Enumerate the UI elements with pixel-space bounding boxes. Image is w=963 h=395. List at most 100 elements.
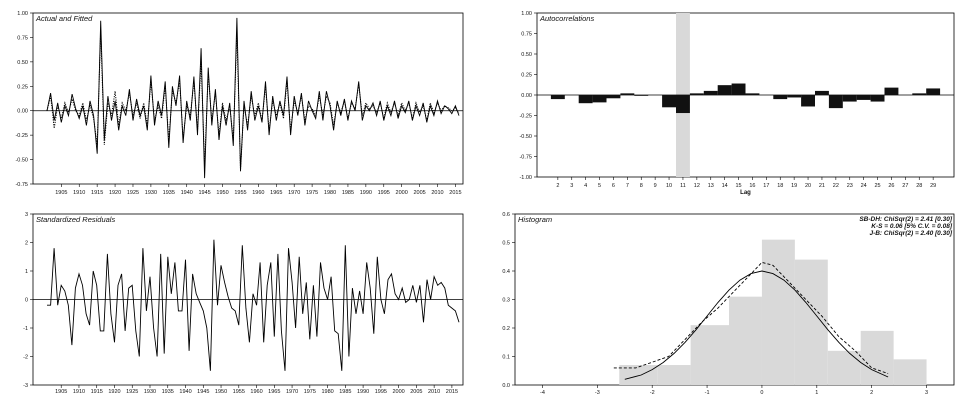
standardized-residuals-x-tick-label: 1945 xyxy=(197,389,209,395)
standardized-residuals-x-tick-label: 1910 xyxy=(73,389,85,395)
actual-fitted-x-tick-label: 1905 xyxy=(55,190,67,196)
actual-fitted|0-y-tick-label: -0.25 xyxy=(15,133,28,139)
histogram-bar xyxy=(619,365,658,385)
autocorrelations-x-tick-label: 3 xyxy=(570,183,573,189)
actual-fitted-x-tick-label: 1940 xyxy=(181,190,193,196)
actual-fitted-x-tick-label: 1915 xyxy=(91,190,103,196)
autocorrelations-x-tick-label: 14 xyxy=(722,183,728,189)
histogram-stat-j-b: J-B: ChiSqr(2) = 2.40 [0.30] xyxy=(869,230,952,237)
actual-fitted|0-y-tick-label: 0.75 xyxy=(17,35,28,41)
autocorrelations-x-tick-label: 18 xyxy=(777,183,783,189)
actual-fitted-plot-frame xyxy=(32,12,464,185)
autocorrelations-x-tick-label: 12 xyxy=(694,183,700,189)
standardized-residuals-x-tick-label: 1955 xyxy=(233,389,245,395)
autocorrelations|1-y-tick-label: -0.50 xyxy=(519,134,532,140)
histogram-bar xyxy=(827,350,861,385)
actual-fitted-title: Actual and Fitted xyxy=(35,14,93,23)
histogram-x-tick-label: 2 xyxy=(870,390,873,395)
autocorrelation-bar xyxy=(731,83,746,95)
autocorrelation-bar xyxy=(550,95,565,100)
autocorrelations|1-y-tick-label: -0.75 xyxy=(519,155,532,161)
actual-fitted-panel: Actual and Fitted 1.00 0.75 0.50 0.25 0.00 -0… xyxy=(15,11,464,196)
histogram-stat-sb-dh: SB-DH: ChiSqr(2) = 2.41 [0.30] xyxy=(859,216,952,223)
autocorrelations|1-y-tick-label: -0.25 xyxy=(519,114,532,120)
histogram-x-tick-label: 3 xyxy=(925,390,928,395)
autocorrelation-bar xyxy=(606,95,621,99)
autocorrelation-bar xyxy=(689,93,704,95)
histogram-bar xyxy=(794,259,828,385)
actual-fitted|0-y-tick-label: -0.75 xyxy=(15,182,28,188)
autocorrelations-x-tick-label: 29 xyxy=(930,183,936,189)
autocorrelations-x-tick-label: 24 xyxy=(861,183,867,189)
autocorrelations-x-tick-label: 16 xyxy=(749,183,755,189)
standardized-residuals-x-tick-label: 1915 xyxy=(91,389,103,395)
standardized-residuals-x-tick-label: 1980 xyxy=(321,389,333,395)
autocorrelations-x-tick-label: 27 xyxy=(902,183,908,189)
actual-fitted|0-y-tick-label: 0.25 xyxy=(17,84,28,90)
standardized-residuals|2-y-tick-label: 0 xyxy=(25,298,28,304)
standardized-residuals-x-tick-label: 1985 xyxy=(339,389,351,395)
actual-fitted-x-tick-label: 1960 xyxy=(252,190,264,196)
histogram-bar xyxy=(860,330,894,385)
standardized-residuals-x-tick-label: 1960 xyxy=(250,389,262,395)
histogram-x-tick-label: -3 xyxy=(595,390,600,395)
autocorrelation-bar xyxy=(828,95,843,109)
standardized-residuals-x-tick-label: 1970 xyxy=(286,389,298,395)
standardized-residuals-x-tick-label: 2010 xyxy=(428,389,440,395)
autocorrelation-bar xyxy=(592,95,607,103)
histogram-x-tick-label: 1 xyxy=(815,390,818,395)
standardized-residuals-x-tick-label: 1905 xyxy=(55,389,67,395)
histogram-stat-k-s: K-S = 0.06 [5% C.V. = 0.08] xyxy=(871,223,953,230)
autocorrelations-x-tick-label: 9 xyxy=(654,183,657,189)
actual-fitted-x-tick-label: 2000 xyxy=(396,190,408,196)
actual-fitted-x-tick-label: 1985 xyxy=(342,190,354,196)
actual-fitted-x-tick-label: 1975 xyxy=(306,190,318,196)
actual-fitted-x-tick-label: 1925 xyxy=(127,190,139,196)
autocorrelations-x-tick-label: 21 xyxy=(819,183,825,189)
autocorrelation-bar xyxy=(634,95,649,96)
histogram|3-y-tick-label: 0.2 xyxy=(502,326,510,332)
autocorrelation-bar xyxy=(745,93,760,95)
actual-fitted-x-tick-label: 1965 xyxy=(270,190,282,196)
histogram-bar xyxy=(729,296,762,385)
autocorrelations-x-tick-label: 2 xyxy=(556,183,559,189)
standardized-residuals|2-y-tick-label: -2 xyxy=(23,355,28,361)
autocorrelations-x-tick-label: 26 xyxy=(888,183,894,189)
histogram|3-y-tick-label: 0.3 xyxy=(502,298,510,304)
autocorrelation-bar xyxy=(842,95,857,102)
actual-fitted-x-tick-label: 1920 xyxy=(109,190,121,196)
autocorrelation-bar xyxy=(926,88,941,95)
histogram|3-y-tick-label: 0.4 xyxy=(502,269,510,275)
autocorrelation-bar xyxy=(870,95,885,102)
autocorrelations|1-y-tick-label: 0.75 xyxy=(521,32,532,38)
autocorrelations|1-y-tick-label: 0.50 xyxy=(521,52,532,58)
histogram-title: Histogram xyxy=(518,215,552,224)
actual-fitted-x-tick-label: 1935 xyxy=(163,190,175,196)
autocorrelations|1-y-tick-label: 0.25 xyxy=(521,73,532,79)
autocorrelation-bar xyxy=(884,87,899,95)
autocorrelation-bar xyxy=(620,93,635,95)
autocorrelations-x-tick-label: 4 xyxy=(584,183,587,189)
standardized-residuals|2-y-tick-label: 1 xyxy=(25,269,28,275)
autocorrelations-x-tick-label: 5 xyxy=(598,183,601,189)
standardized-residuals|2-y-tick-label: 3 xyxy=(25,212,28,218)
autocorrelation-bar xyxy=(676,95,690,114)
autocorrelation-bar xyxy=(773,95,788,100)
actual-fitted-x-tick-label: 2005 xyxy=(413,190,425,196)
autocorrelations-x-tick-label: 23 xyxy=(847,183,853,189)
autocorrelations-panel: Autocorrelations Lag 1.00 0.75 0.50 0.25 0.0… xyxy=(519,11,955,196)
actual-fitted-x-tick-label: 1970 xyxy=(288,190,300,196)
standardized-residuals-title: Standardized Residuals xyxy=(36,215,115,224)
histogram|3-y-tick-label: 0.5 xyxy=(502,241,510,247)
histogram-x-tick-label: 0 xyxy=(760,390,763,395)
autocorrelations-x-tick-label: 11 xyxy=(680,183,686,189)
histogram-bar xyxy=(657,365,691,385)
actual-fitted|0-y-tick-label: -0.50 xyxy=(15,158,28,164)
kernel-density-curve xyxy=(613,261,889,375)
histogram-x-tick-label: -2 xyxy=(650,390,655,395)
histogram-bar xyxy=(690,325,730,385)
standardized-residuals-line xyxy=(47,239,460,371)
actual-fitted-x-tick-label: 1950 xyxy=(216,190,228,196)
actual-fitted-x-tick-label: 1945 xyxy=(199,190,211,196)
